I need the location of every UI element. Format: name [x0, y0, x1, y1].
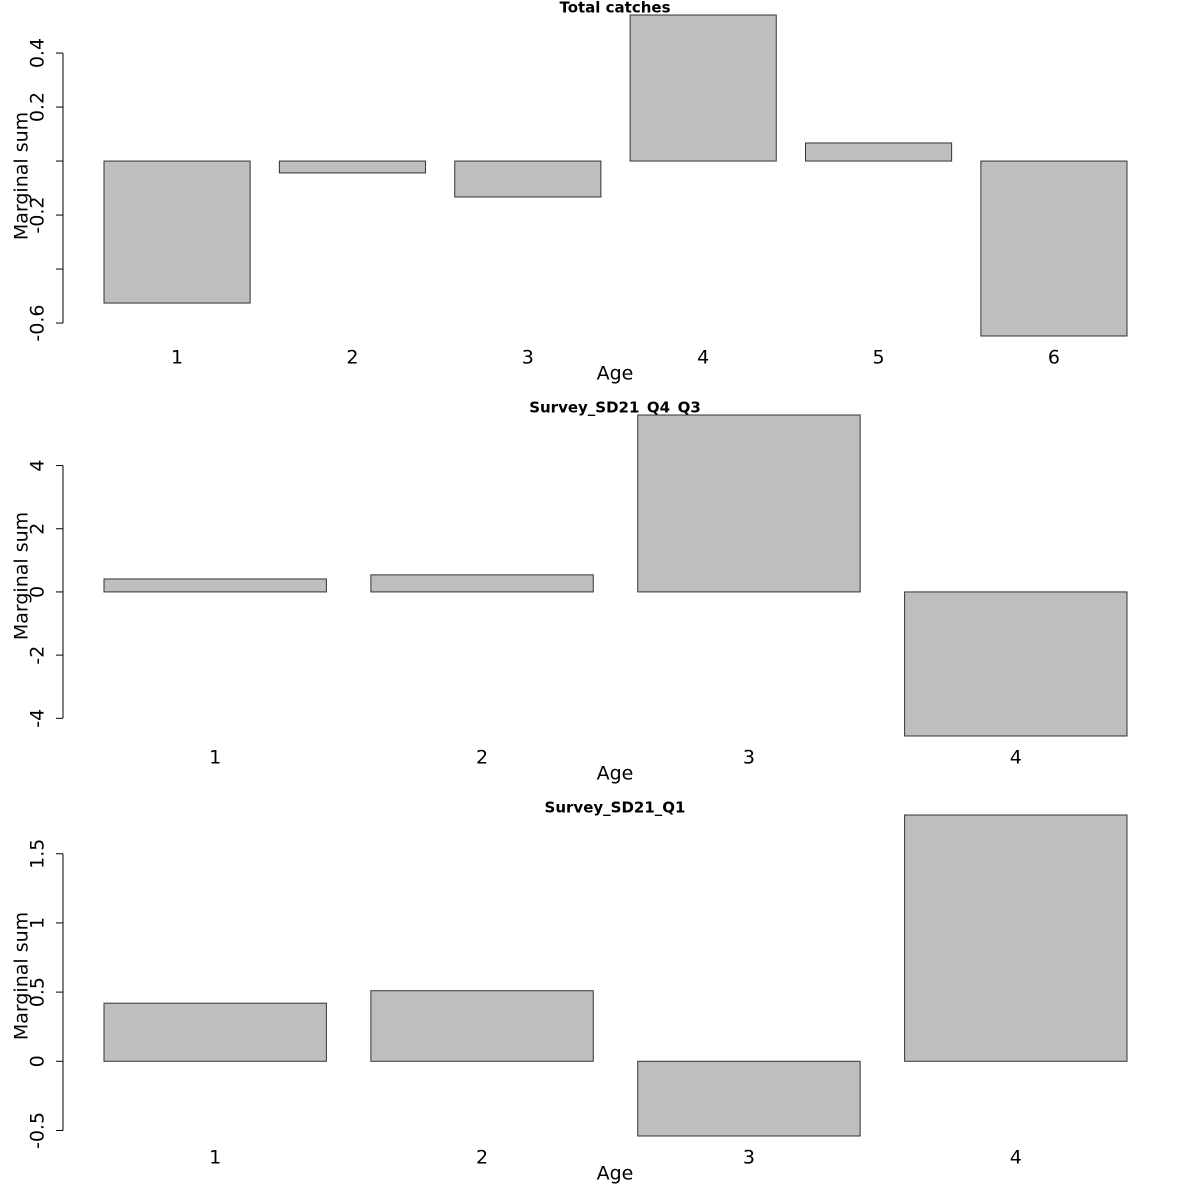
- bar: [637, 414, 861, 593]
- x-tick-label: 2: [476, 1147, 488, 1169]
- bar: [103, 160, 251, 304]
- y-axis-label: Marginal sum: [11, 512, 33, 640]
- y-tick-label: 0.4: [27, 38, 49, 68]
- y-axis-label: Marginal sum: [11, 112, 33, 240]
- bar: [370, 574, 594, 593]
- y-tick-label: 0.5: [27, 977, 49, 1007]
- x-axis-label: Age: [597, 363, 634, 385]
- y-tick-label: 0: [27, 586, 49, 598]
- y-tick-label: -0.6: [27, 305, 49, 342]
- bar: [103, 578, 327, 593]
- chart-title: Survey_SD21_Q1: [545, 799, 686, 817]
- x-tick-label: 1: [209, 1147, 221, 1169]
- x-tick-label: 4: [1010, 1147, 1022, 1169]
- x-axis-label: Age: [597, 1163, 634, 1185]
- bar: [904, 814, 1128, 1062]
- x-tick-label: 1: [171, 347, 183, 369]
- bar: [629, 14, 777, 162]
- y-axis-label: Marginal sum: [11, 912, 33, 1040]
- x-tick-label: 2: [346, 347, 358, 369]
- chart-title: Survey_SD21_Q4_Q3: [529, 399, 701, 417]
- y-tick-label: 1: [27, 917, 49, 929]
- y-tick-label: 0: [27, 1055, 49, 1067]
- y-tick-label: -4: [27, 709, 49, 728]
- bar: [370, 990, 594, 1062]
- bar: [904, 591, 1128, 737]
- y-tick-label: 0.2: [27, 92, 49, 122]
- y-tick-label: 2: [27, 523, 49, 535]
- x-tick-label: 3: [522, 347, 534, 369]
- chart-title: Total catches: [559, 0, 670, 17]
- y-tick-label: -0.5: [27, 1112, 49, 1149]
- bar: [454, 160, 602, 198]
- x-tick-label: 3: [743, 1147, 755, 1169]
- y-tick-label: 4: [27, 460, 49, 472]
- y-tick-label: -2: [27, 646, 49, 665]
- x-tick-label: 3: [743, 747, 755, 769]
- y-tick-label: 1.5: [27, 839, 49, 869]
- x-tick-label: 6: [1048, 347, 1060, 369]
- bar: [637, 1060, 861, 1137]
- y-tick-label: -0.2: [27, 197, 49, 234]
- x-tick-label: 1: [209, 747, 221, 769]
- bar: [278, 160, 427, 174]
- x-tick-label: 5: [873, 347, 885, 369]
- x-tick-label: 4: [697, 347, 709, 369]
- bar: [103, 1002, 327, 1062]
- bar: [804, 142, 953, 162]
- x-axis-label: Age: [597, 763, 634, 785]
- x-tick-label: 2: [476, 747, 488, 769]
- bar: [980, 160, 1128, 337]
- x-tick-label: 4: [1010, 747, 1022, 769]
